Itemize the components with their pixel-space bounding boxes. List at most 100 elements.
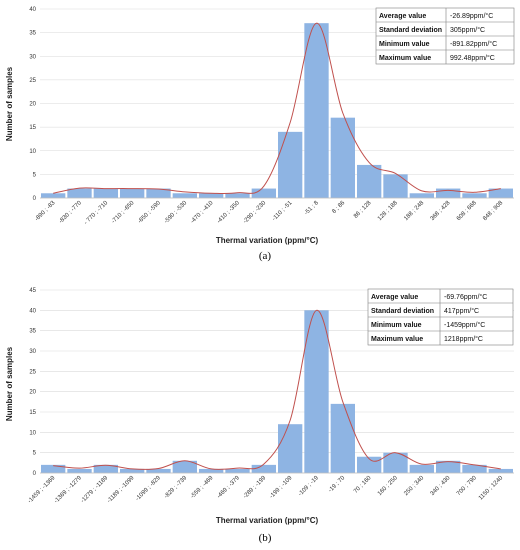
stats-value: -69.76ppm/°C bbox=[444, 293, 487, 301]
bar bbox=[146, 188, 171, 198]
stats-label: Standard deviation bbox=[371, 308, 434, 315]
stats-table: Average value -26.89ppm/°C Standard deviat… bbox=[375, 7, 515, 65]
stats-value: -26.89ppm/°C bbox=[450, 12, 493, 20]
x-tick-label: -290 ; -230 bbox=[242, 200, 267, 225]
stats-value: 992.48ppm/°C bbox=[450, 54, 495, 62]
bar bbox=[278, 131, 303, 198]
bar bbox=[357, 164, 382, 198]
stats-label: Average value bbox=[371, 294, 418, 301]
x-tick-label: -710 ; -650 bbox=[111, 200, 136, 225]
bar bbox=[120, 468, 145, 473]
x-tick-label: - 770 ; -710 bbox=[83, 200, 109, 226]
bar bbox=[436, 460, 461, 473]
x-tick-label: -19 ; 70 bbox=[328, 475, 347, 494]
x-tick-label: -590 ; -530 bbox=[163, 200, 188, 225]
x-tick-label: 608 ; 668 bbox=[456, 200, 478, 222]
x-tick-label: 86 ; 128 bbox=[353, 200, 373, 220]
x-tick-label: 128 ; 188 bbox=[377, 200, 399, 222]
y-tick-label: 45 bbox=[29, 288, 36, 294]
bar bbox=[199, 468, 224, 473]
stats-label: Maximum value bbox=[371, 336, 423, 343]
bar bbox=[251, 464, 276, 473]
x-tick-label: 340 ; 430 bbox=[430, 475, 452, 497]
bar bbox=[462, 193, 487, 198]
y-axis-title: Number of samples bbox=[5, 346, 14, 421]
x-tick-label: 1150 ; 1240 bbox=[478, 475, 505, 502]
bar bbox=[146, 468, 171, 473]
bar bbox=[304, 23, 329, 198]
bar bbox=[199, 193, 224, 198]
x-axis-title: Thermal variation (ppm/°C) bbox=[216, 516, 319, 525]
y-tick-label: 25 bbox=[29, 78, 36, 84]
x-tick-label: -199 ; -109 bbox=[269, 475, 294, 500]
y-tick-label: 35 bbox=[29, 329, 36, 335]
stats-label: Standard deviation bbox=[379, 27, 442, 34]
x-tick-label: 368 ; 428 bbox=[430, 200, 452, 222]
y-tick-label: 15 bbox=[29, 410, 36, 416]
bar bbox=[330, 403, 355, 473]
bar bbox=[251, 188, 276, 198]
x-tick-label: -830 ; -770 bbox=[58, 200, 83, 225]
bar bbox=[304, 310, 329, 473]
x-tick-label: -110 ; -51 bbox=[271, 200, 294, 223]
bar bbox=[93, 464, 118, 473]
y-tick-label: 30 bbox=[29, 54, 36, 60]
x-tick-label: -109 ; -19 bbox=[298, 475, 321, 498]
x-tick-label: -890 ; -83 bbox=[34, 200, 57, 223]
bar bbox=[225, 193, 250, 198]
chart-panel-a: 0 5 10 15 20 25 30 35 40 -890 ; -83 -830 ; -770- 7… bbox=[5, 7, 515, 262]
x-tick-label: 188 ; 248 bbox=[403, 200, 425, 222]
x-tick-label: -1099 ; -829 bbox=[135, 475, 163, 503]
y-axis-title: Number of samples bbox=[5, 66, 14, 141]
y-tick-label: 5 bbox=[33, 451, 37, 457]
bar bbox=[120, 188, 145, 198]
stats-table: Average value -69.76ppm/°C Standard deviat… bbox=[367, 288, 514, 346]
bar bbox=[409, 464, 434, 473]
y-tick-label: 35 bbox=[29, 31, 36, 37]
y-tick-label: 25 bbox=[29, 369, 36, 375]
y-tick-label: 20 bbox=[29, 102, 36, 108]
panel-caption: (a) bbox=[259, 250, 272, 262]
x-tick-label: -470 ; -410 bbox=[190, 200, 215, 225]
bar bbox=[462, 464, 487, 473]
bar bbox=[409, 193, 434, 198]
x-tick-label: -829 ; -739 bbox=[163, 475, 188, 500]
bar bbox=[172, 460, 197, 473]
x-tick-label: -410 ; -350 bbox=[216, 200, 241, 225]
stats-label: Minimum value bbox=[379, 41, 430, 48]
y-tick-label: 0 bbox=[33, 471, 37, 477]
y-tick-label: 10 bbox=[29, 149, 36, 155]
x-tick-label: 700 ; 790 bbox=[456, 475, 478, 497]
x-tick-label: -1189 ; -1099 bbox=[106, 475, 136, 505]
panel-caption: (b) bbox=[259, 532, 272, 544]
bar bbox=[383, 452, 408, 473]
y-tick-label: 40 bbox=[29, 7, 36, 13]
stats-value: 1218ppm/°C bbox=[444, 335, 483, 343]
bar bbox=[172, 193, 197, 198]
x-tick-label: 160 ; 250 bbox=[377, 475, 399, 497]
fit-curve bbox=[53, 309, 501, 470]
bar bbox=[383, 174, 408, 198]
x-axis-title: Thermal variation (ppm/°C) bbox=[216, 236, 319, 245]
x-tick-label: -289 ; -199 bbox=[242, 475, 267, 500]
x-tick-label: -469 ; -379 bbox=[216, 475, 241, 500]
x-tick-label: -559 ; -469 bbox=[190, 475, 215, 500]
fit-curve bbox=[53, 22, 501, 195]
stats-value: -891.82ppm/°C bbox=[450, 40, 497, 48]
stats-label: Average value bbox=[379, 13, 426, 20]
bar bbox=[488, 468, 513, 473]
bar bbox=[436, 188, 461, 198]
y-tick-label: 20 bbox=[29, 390, 36, 396]
bar bbox=[278, 424, 303, 473]
stats-value: 417ppm/°C bbox=[444, 307, 479, 315]
bar bbox=[67, 468, 92, 473]
x-tick-label: 848 ; 908 bbox=[482, 200, 504, 222]
bar bbox=[488, 188, 513, 198]
bar bbox=[330, 117, 355, 198]
y-tick-label: 15 bbox=[29, 125, 36, 131]
bar bbox=[67, 188, 92, 198]
y-tick-label: 10 bbox=[29, 430, 36, 436]
stats-label: Minimum value bbox=[371, 322, 422, 329]
stats-label: Maximum value bbox=[379, 55, 431, 62]
bar bbox=[93, 188, 118, 198]
